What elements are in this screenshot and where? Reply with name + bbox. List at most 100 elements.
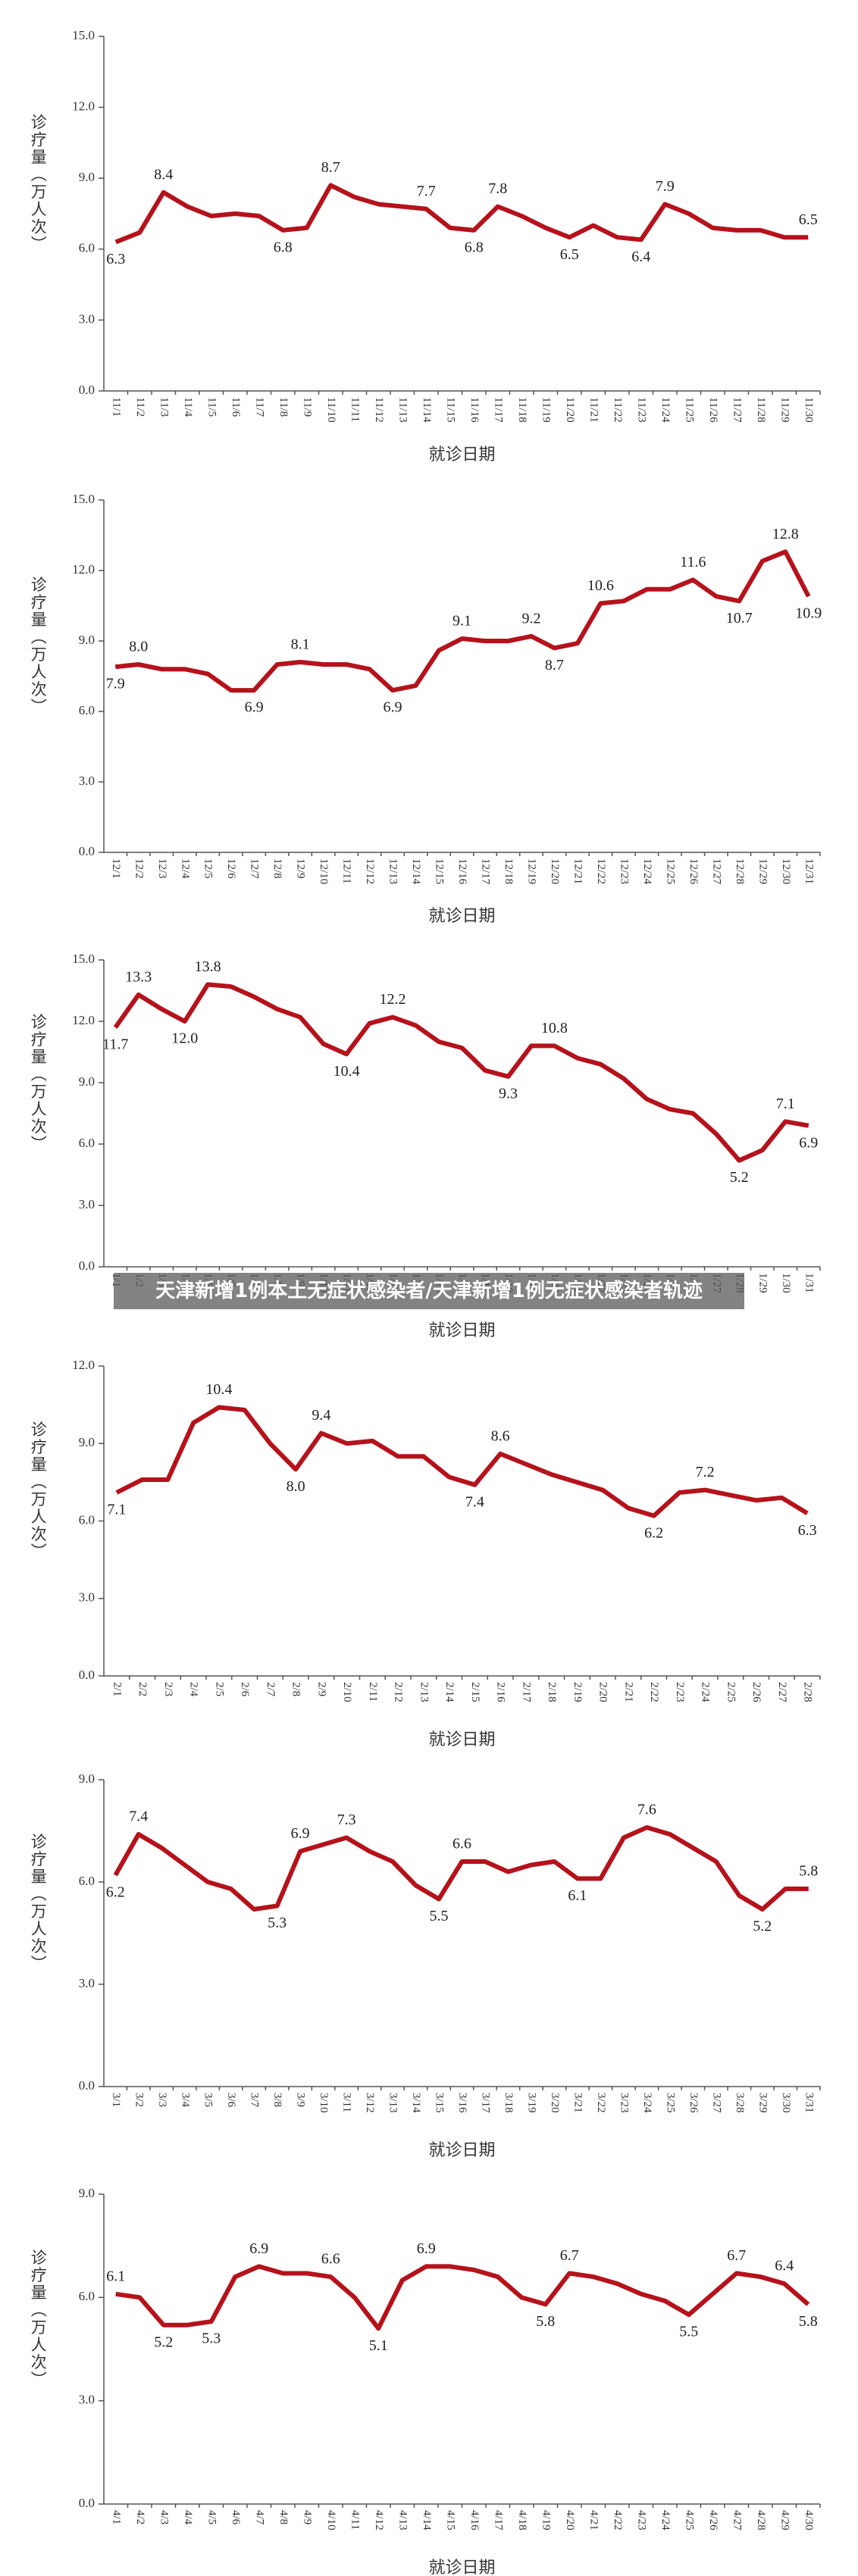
x-tick-label: 4/22 <box>612 2510 624 2531</box>
x-tick-label: 4/26 <box>707 2510 719 2531</box>
y-tick-label: 6.0 <box>79 1136 95 1150</box>
x-tick-label: 11/9 <box>301 397 313 417</box>
data-line <box>114 549 811 693</box>
x-tick-label: 11/23 <box>635 397 647 423</box>
x-tick-label: 3/27 <box>710 2093 722 2113</box>
data-label: 6.1 <box>568 1887 587 1904</box>
x-tick-label: 3/7 <box>249 2093 261 2108</box>
x-tick-label: 12/15 <box>434 858 446 884</box>
x-tick-label: 3/25 <box>664 2093 676 2113</box>
x-tick-label: 3/28 <box>734 2093 746 2113</box>
data-label: 12.8 <box>772 526 799 542</box>
y-tick-label: 9.0 <box>79 1074 95 1089</box>
data-label: 5.2 <box>730 1169 749 1186</box>
x-tick-label: 11/7 <box>253 397 265 417</box>
data-label: 6.7 <box>560 2247 579 2264</box>
data-line <box>113 982 809 1163</box>
x-tick-label: 11/22 <box>612 397 624 423</box>
x-tick-label: 4/27 <box>731 2510 743 2531</box>
x-tick-label: 4/5 <box>205 2510 218 2524</box>
x-tick-label: 12/14 <box>410 858 422 885</box>
caption-banner: 天津新增1例本土无症状感染者/天津新增1例无症状感染者轨迹 <box>114 1273 744 1309</box>
x-tick-label: 11/18 <box>516 397 528 423</box>
data-label: 5.3 <box>202 2331 221 2347</box>
x-tick-label: 12/7 <box>249 858 261 879</box>
x-tick-label: 1/30 <box>780 1273 792 1293</box>
data-label: 12.2 <box>380 991 406 1008</box>
x-tick-label: 11/27 <box>731 397 743 423</box>
x-tick-label: 4/17 <box>492 2510 504 2531</box>
x-tick-label: 3/3 <box>156 2093 168 2107</box>
x-tick-label: 12/9 <box>295 858 307 879</box>
x-tick-label: 11/15 <box>444 397 456 423</box>
x-tick-label: 3/2 <box>133 2093 145 2107</box>
data-label: 5.3 <box>268 1915 287 1931</box>
x-tick-label: 11/17 <box>492 397 504 423</box>
data-label: 5.2 <box>753 1918 772 1935</box>
x-tick-label: 3/13 <box>387 2093 399 2113</box>
x-tick-label: 3/20 <box>549 2093 561 2113</box>
x-tick-label: 2/19 <box>571 1682 584 1702</box>
data-label: 12.0 <box>171 1030 198 1047</box>
x-tick-label: 2/2 <box>136 1682 149 1696</box>
x-tick-label: 2/26 <box>750 1682 762 1702</box>
data-label: 6.6 <box>452 1836 471 1852</box>
x-tick-label: 11/11 <box>349 397 361 422</box>
data-label: 8.7 <box>321 159 340 176</box>
x-tick-label: 11/26 <box>707 397 719 423</box>
y-axis-title: 诊疗量（万人次） <box>29 1014 47 1153</box>
data-label: 6.3 <box>798 1522 817 1539</box>
x-tick-label: 2/16 <box>495 1682 507 1702</box>
data-label: 5.8 <box>799 1863 818 1880</box>
y-tick-label: 9.0 <box>79 1771 95 1786</box>
data-label: 6.9 <box>384 699 402 716</box>
x-tick-label: 3/1 <box>110 2093 122 2107</box>
x-tick-label: 11/28 <box>755 397 767 423</box>
x-tick-label: 3/10 <box>318 2093 330 2113</box>
x-axis-title: 就诊日期 <box>428 2558 495 2576</box>
data-label: 9.2 <box>521 610 540 627</box>
x-tick-label: 12/18 <box>503 858 515 884</box>
x-tick-label: 3/21 <box>571 2093 584 2113</box>
x-tick-label: 4/15 <box>444 2510 456 2531</box>
y-tick-label: 6.0 <box>79 703 95 717</box>
data-label: 7.4 <box>129 1809 148 1825</box>
x-tick-label: 3/17 <box>480 2093 492 2113</box>
x-tick-label: 4/13 <box>396 2510 409 2531</box>
y-tick-label: 12.0 <box>72 99 95 114</box>
y-tick-label: 3.0 <box>79 311 95 326</box>
y-tick-label: 12.0 <box>72 562 95 577</box>
x-tick-label: 11/19 <box>540 397 552 423</box>
x-tick-label: 11/1 <box>110 397 122 417</box>
data-label: 6.2 <box>644 1524 663 1541</box>
x-tick-label: 12/11 <box>341 858 353 884</box>
y-tick-label: 15.0 <box>72 28 95 42</box>
x-tick-label: 12/21 <box>571 858 584 884</box>
data-label: 6.9 <box>417 2240 436 2257</box>
x-tick-label: 11/6 <box>230 397 242 417</box>
x-tick-label: 3/8 <box>271 2093 283 2107</box>
y-tick-label: 6.0 <box>79 1874 95 1888</box>
y-tick-label: 0.0 <box>79 2496 95 2510</box>
x-tick-label: 11/4 <box>182 397 194 417</box>
y-axis-title: 诊疗量（万人次） <box>29 1421 47 1561</box>
x-tick-label: 3/15 <box>434 2093 446 2113</box>
x-tick-label: 2/8 <box>290 1682 302 1696</box>
x-tick-label: 3/19 <box>526 2093 538 2113</box>
data-label: 6.4 <box>631 249 650 265</box>
data-label: 11.7 <box>102 1036 128 1053</box>
x-tick-label: 4/19 <box>540 2510 552 2531</box>
y-tick-label: 3.0 <box>79 1590 95 1605</box>
x-tick-label: 4/4 <box>182 2510 194 2525</box>
y-tick-label: 3.0 <box>79 1976 95 1990</box>
data-line <box>115 2264 810 2331</box>
x-tick-label: 12/4 <box>179 858 191 879</box>
y-tick-label: 3.0 <box>79 2393 95 2407</box>
x-tick-label: 2/18 <box>546 1682 558 1702</box>
data-line <box>115 1405 809 1518</box>
x-tick-label: 3/11 <box>341 2093 353 2112</box>
data-label: 8.1 <box>291 636 310 652</box>
data-line <box>114 183 809 245</box>
y-tick-label: 9.0 <box>79 2186 95 2200</box>
